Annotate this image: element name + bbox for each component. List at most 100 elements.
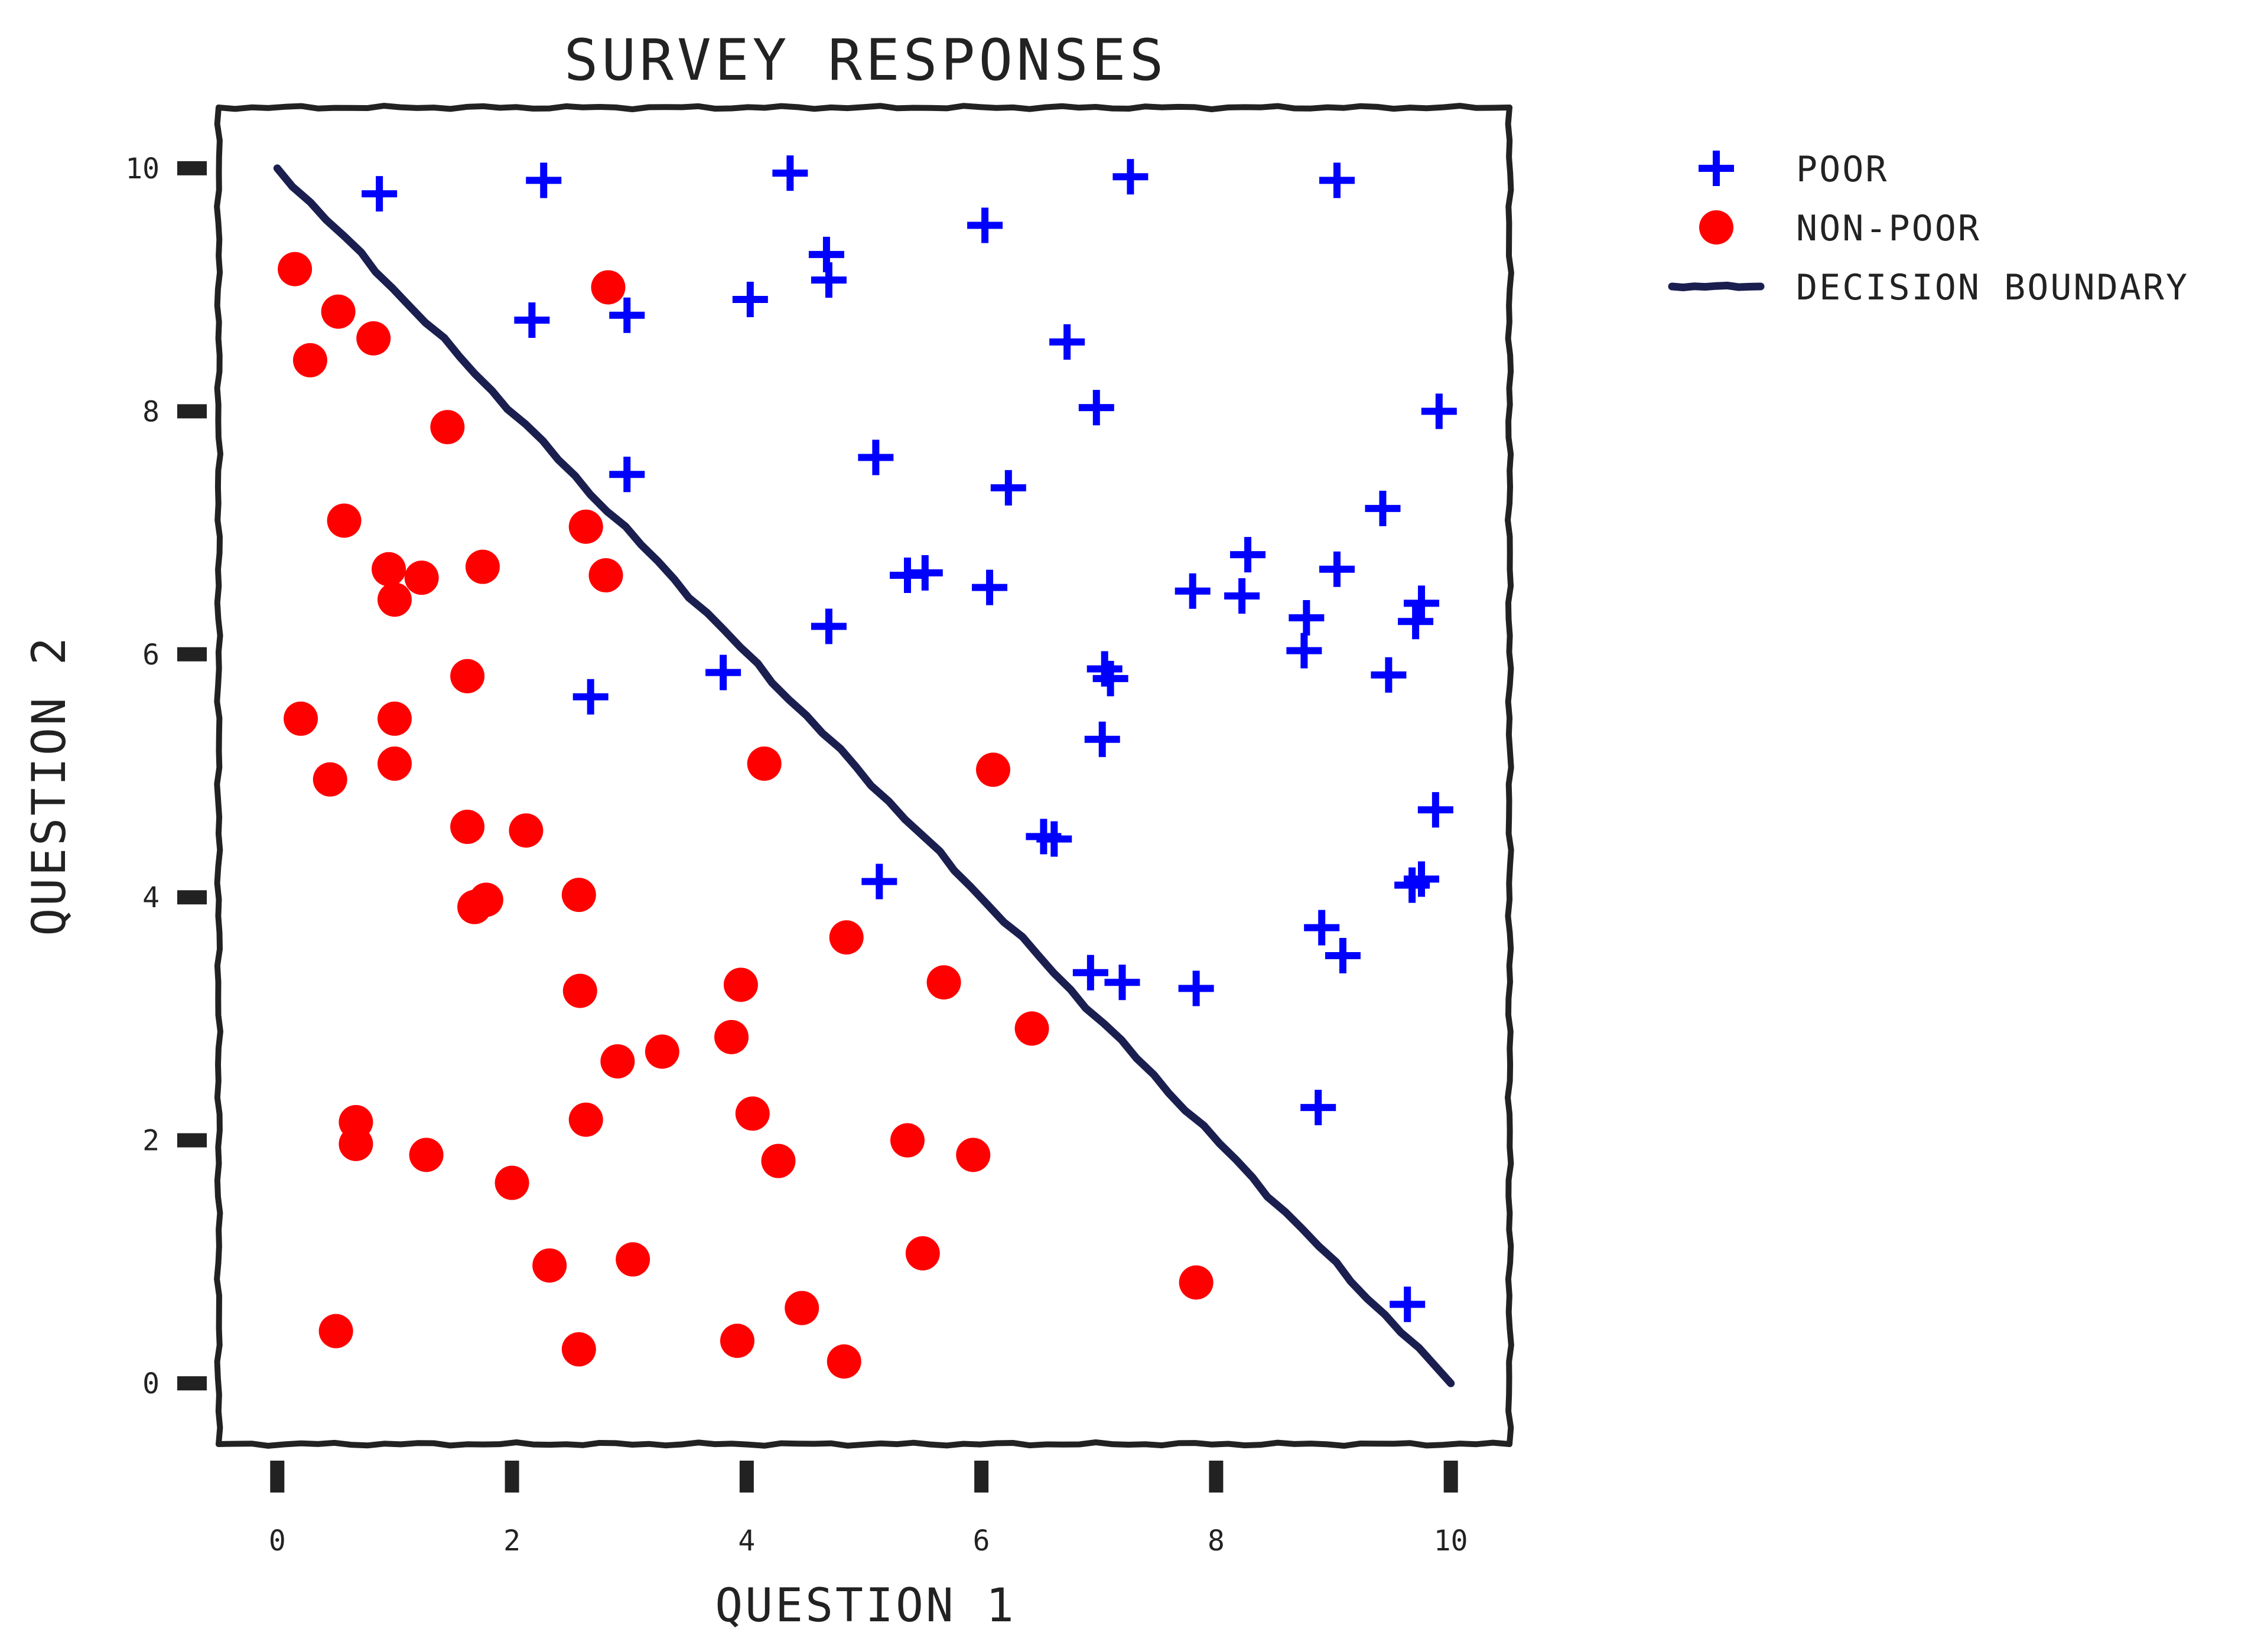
non-poor-point — [356, 321, 391, 356]
poor-point — [362, 176, 398, 212]
poor-point — [732, 282, 768, 318]
non-poor-point — [761, 1143, 796, 1178]
non-poor-point — [714, 1019, 749, 1054]
non-poor-point — [327, 503, 362, 538]
poor-point — [1404, 861, 1440, 897]
non-poor-point — [409, 1138, 444, 1172]
x-tick-label: 4 — [738, 1524, 755, 1557]
legend-entry-label: DECISION BOUNDARY — [1796, 267, 2189, 308]
non-poor-point — [956, 1138, 991, 1172]
poor-point — [972, 569, 1008, 605]
poor-point — [609, 297, 645, 333]
non-poor-point — [377, 582, 412, 617]
x-tick-label: 8 — [1208, 1524, 1225, 1557]
non-poor-point — [1014, 1011, 1049, 1046]
poor-point — [967, 207, 1003, 243]
poor-point — [526, 162, 562, 198]
legend-entry-label: POOR — [1796, 149, 1889, 190]
poor-point — [1230, 537, 1266, 573]
non-poor-point — [313, 762, 347, 797]
poor-point — [811, 608, 847, 644]
decision-boundary-line — [273, 164, 1455, 1387]
non-poor-point — [532, 1248, 567, 1283]
poor-point — [1417, 792, 1453, 828]
y-axis-label: QUESTION 2 — [23, 635, 76, 936]
non-poor-point — [430, 410, 465, 445]
poor-point — [858, 439, 894, 475]
poor-point — [907, 555, 943, 591]
non-poor-point — [747, 746, 782, 781]
poor-point — [1319, 551, 1355, 587]
y-tick-label: 4 — [142, 881, 160, 914]
poor-point — [1421, 393, 1457, 429]
poor-point — [1286, 633, 1322, 669]
non-poor-point — [616, 1242, 650, 1277]
legend-non-poor-marker — [1699, 210, 1733, 245]
non-poor-point — [292, 343, 327, 377]
poor-point — [1319, 162, 1355, 198]
poor-point — [1365, 490, 1401, 526]
poor-point — [1092, 660, 1128, 696]
poor-point — [1175, 573, 1211, 609]
non-poor-point — [720, 1324, 754, 1358]
non-poor-point — [1179, 1265, 1214, 1300]
decision-boundary-layer — [273, 164, 1455, 1387]
axis-ticks: 0 2 4 6 8 10 0 2 4 6 8 10 — [125, 152, 1468, 1557]
non-poor-point — [318, 1314, 353, 1348]
poor-point — [572, 679, 609, 715]
poor-point — [1404, 585, 1440, 621]
non-poor-point — [591, 270, 626, 305]
legend: POOR NON-POOR DECISION BOUNDARY — [1668, 149, 2189, 308]
x-axis-label: QUESTION 1 — [715, 1579, 1016, 1633]
plot-frame-bottom — [216, 1439, 1512, 1449]
y-tick-label: 8 — [142, 395, 160, 428]
poor-point — [1078, 390, 1114, 426]
non-poor-point — [829, 920, 864, 955]
poor-point — [1036, 821, 1072, 857]
poor-point — [1112, 159, 1149, 195]
non-poor-point — [450, 659, 485, 693]
non-poor-point — [404, 561, 439, 595]
non-poor-point — [568, 1102, 603, 1137]
non-poor-point — [321, 294, 356, 329]
poor-point — [609, 457, 645, 493]
non-poor-point — [284, 701, 318, 736]
non-poor-point — [926, 965, 961, 1000]
non-poor-point — [561, 1332, 596, 1367]
poor-point — [705, 654, 741, 690]
poor-point — [990, 470, 1026, 506]
non-poor-point — [785, 1291, 819, 1325]
plot-frame-left — [214, 105, 223, 1447]
non-poor-point — [735, 1096, 770, 1131]
non-poor-point — [339, 1126, 373, 1161]
non-poor-point — [568, 509, 603, 544]
poor-point — [1398, 604, 1434, 640]
poor-point — [1072, 954, 1108, 990]
plot-frame-top — [216, 103, 1512, 112]
non-poor-point — [377, 746, 412, 781]
plot-frame — [214, 103, 1514, 1449]
non-poor-point — [588, 558, 623, 593]
non-poor-point — [645, 1034, 679, 1069]
poor-point — [772, 155, 808, 191]
non-poor-point — [890, 1123, 925, 1158]
y-tick-label: 6 — [142, 638, 160, 672]
poor-point — [1224, 578, 1260, 614]
plot-frame-right — [1505, 105, 1514, 1447]
poor-point — [514, 302, 550, 338]
poor-point — [1390, 1286, 1426, 1322]
non-poor-point — [465, 549, 500, 584]
poor-point — [861, 864, 897, 900]
x-tick-label: 6 — [973, 1524, 990, 1557]
x-tick-label: 10 — [1434, 1524, 1468, 1557]
poor-point — [1300, 1090, 1336, 1126]
x-tick-label: 0 — [269, 1524, 286, 1557]
non-poor-point — [827, 1344, 861, 1379]
non-poor-point — [469, 882, 503, 917]
poor-point — [1104, 965, 1140, 1001]
non-poor-point — [495, 1165, 529, 1200]
non-poor-point — [377, 701, 412, 736]
y-tick-label: 10 — [125, 152, 160, 185]
non-poor-point — [278, 252, 313, 286]
